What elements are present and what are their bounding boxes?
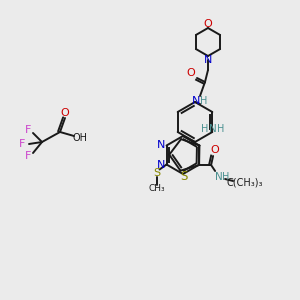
Text: C(CH₃)₃: C(CH₃)₃: [227, 178, 263, 188]
Text: H: H: [200, 96, 208, 106]
Text: F: F: [19, 139, 25, 149]
Text: N: N: [208, 124, 216, 134]
Text: F: F: [25, 125, 31, 135]
Text: N: N: [204, 55, 212, 65]
Text: O: O: [211, 145, 220, 155]
Text: N: N: [215, 172, 223, 182]
Text: S: S: [181, 170, 188, 183]
Text: CH₃: CH₃: [148, 184, 165, 193]
Text: O: O: [61, 108, 69, 118]
Text: N: N: [158, 160, 166, 170]
Text: S: S: [153, 167, 160, 178]
Text: O: O: [187, 68, 195, 78]
Text: H: H: [217, 124, 224, 134]
Text: O: O: [204, 19, 212, 29]
Text: OH: OH: [73, 133, 88, 143]
Text: F: F: [25, 151, 31, 161]
Text: H: H: [201, 124, 208, 134]
Text: H: H: [222, 172, 230, 182]
Text: N: N: [192, 96, 200, 106]
Text: N: N: [158, 140, 166, 151]
